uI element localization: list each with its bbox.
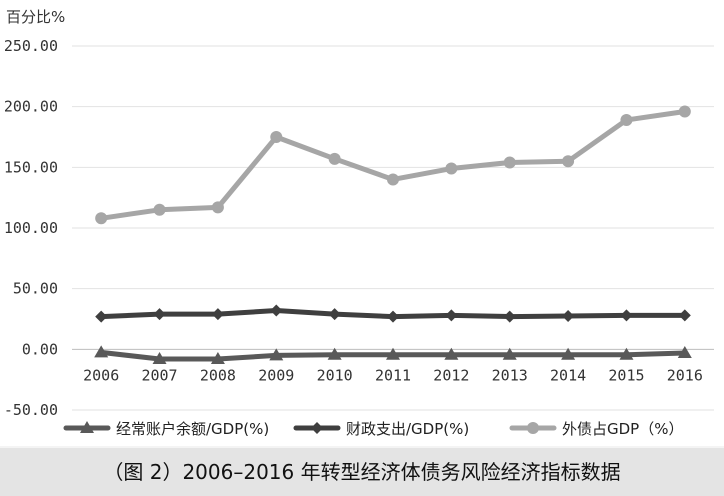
x-tick-label: 2006 [83, 366, 119, 384]
data-point [444, 347, 459, 360]
data-point [678, 105, 691, 118]
data-point [153, 308, 166, 321]
y-tick-label: 0.00 [22, 340, 58, 358]
data-point [678, 309, 691, 322]
x-tick-label: 2007 [141, 366, 177, 384]
x-tick-label: 2013 [492, 366, 528, 384]
legend-item: 经常账户余额/GDP(%) [63, 420, 269, 438]
x-tick-label: 2011 [375, 366, 411, 384]
x-tick-label: 2015 [608, 366, 644, 384]
y-tick-label: -50.00 [4, 401, 58, 419]
x-tick-label: 2012 [433, 366, 469, 384]
series-line [98, 109, 688, 221]
data-point [270, 131, 283, 143]
legend-marker [311, 422, 323, 434]
data-point [445, 162, 458, 175]
series-1 [94, 345, 692, 365]
data-point [328, 308, 341, 321]
legend-marker [80, 421, 94, 433]
data-point [210, 352, 225, 365]
data-point [95, 212, 108, 225]
chart-area: 百分比% 250.00 200.00 150.00 100.00 50.00 0.00 -5… [0, 0, 724, 446]
data-point [503, 156, 516, 169]
data-point [620, 309, 633, 322]
data-point [270, 304, 283, 317]
y-tick-label: 100.00 [4, 219, 58, 237]
data-point [445, 309, 458, 322]
line-chart: 250.00 200.00 150.00 100.00 50.00 0.00 -50.00 2… [4, 37, 714, 438]
legend-marker [527, 422, 539, 434]
data-point [677, 345, 692, 358]
y-unit-label: 百分比% [6, 8, 66, 26]
data-point [503, 310, 516, 323]
legend-label: 经常账户余额/GDP(%) [116, 420, 269, 438]
data-point [386, 347, 400, 360]
data-point [328, 152, 341, 165]
data-point [387, 310, 399, 323]
data-point [387, 173, 399, 186]
series-3 [95, 105, 691, 225]
y-tick-label: 50.00 [13, 280, 58, 298]
series-2 [95, 304, 691, 323]
y-tick-label: 150.00 [4, 158, 58, 176]
data-point [269, 348, 284, 361]
data-point [211, 308, 224, 321]
data-point [562, 155, 575, 168]
x-tick-label: 2009 [258, 366, 294, 384]
data-point [327, 347, 342, 360]
x-tick-label: 2014 [550, 366, 586, 384]
x-tick-label: 2016 [667, 366, 703, 384]
data-point [620, 114, 633, 127]
legend-label: 外债占GDP（%） [562, 420, 683, 438]
data-point [619, 347, 634, 360]
data-point [152, 352, 167, 365]
x-tick-label: 2010 [317, 366, 353, 384]
y-tick-label: 250.00 [4, 37, 58, 55]
data-point [95, 310, 108, 323]
data-point [211, 201, 224, 214]
data-point [502, 347, 517, 360]
figure-caption: （图 2）2006–2016 年转型经济体债务风险经济指标数据 [0, 448, 724, 496]
data-point [94, 345, 109, 358]
legend-item: 外债占GDP（%） [509, 420, 683, 438]
x-tick-label: 2008 [200, 366, 236, 384]
data-point [153, 203, 166, 216]
data-point [561, 347, 576, 360]
data-point [562, 309, 575, 322]
legend-item: 财政支出/GDP(%) [293, 420, 469, 438]
legend-label: 财政支出/GDP(%) [346, 420, 469, 438]
y-tick-label: 200.00 [4, 98, 58, 116]
